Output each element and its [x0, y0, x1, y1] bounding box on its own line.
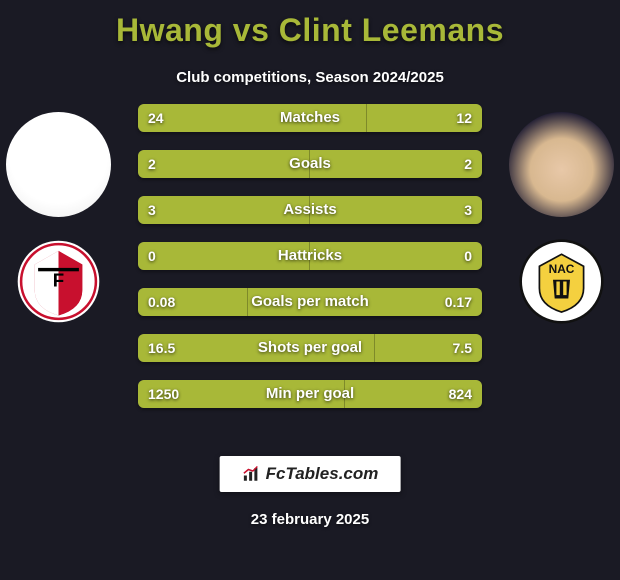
stat-label: Min per goal [138, 380, 482, 408]
svg-text:F: F [53, 270, 64, 291]
stat-label: Matches [138, 104, 482, 132]
stat-value-left: 3 [148, 196, 156, 224]
chart-icon [242, 465, 260, 483]
feyenoord-icon: F [16, 239, 101, 324]
stat-value-left: 1250 [148, 380, 179, 408]
stat-label: Goals [138, 150, 482, 178]
stat-row: Goals2 2 [138, 150, 482, 178]
stat-row: Matches24 12 [138, 104, 482, 132]
stat-value-right: 3 [464, 196, 472, 224]
stat-row: Hattricks0 0 [138, 242, 482, 270]
stat-value-left: 24 [148, 104, 164, 132]
stat-value-left: 0 [148, 242, 156, 270]
stat-value-left: 0.08 [148, 288, 175, 316]
stat-value-right: 2 [464, 150, 472, 178]
footer-date: 23 february 2025 [0, 511, 620, 528]
stat-value-right: 12 [456, 104, 472, 132]
stat-row: Goals per match0.08 0.17 [138, 288, 482, 316]
branding-badge[interactable]: FcTables.com [220, 456, 401, 492]
stat-label: Hattricks [138, 242, 482, 270]
stat-row: Min per goal1250 824 [138, 380, 482, 408]
svg-text:NAC: NAC [549, 262, 575, 276]
comparison-title: Hwang vs Clint Leemans [0, 0, 620, 49]
stat-row: Assists3 3 [138, 196, 482, 224]
player-photo-right [509, 112, 614, 217]
nac-icon: NAC [519, 239, 604, 324]
stat-value-right: 0 [464, 242, 472, 270]
stat-label: Goals per match [138, 288, 482, 316]
club-badge-left: F [16, 239, 101, 324]
club-badge-right: NAC [519, 239, 604, 324]
branding-text: FcTables.com [266, 464, 379, 484]
stat-row: Shots per goal16.5 7.5 [138, 334, 482, 362]
stat-label: Assists [138, 196, 482, 224]
comparison-subtitle: Club competitions, Season 2024/2025 [0, 69, 620, 86]
comparison-arena: F NAC Matches24 12 Goals2 2 Assists3 3 Hattric… [0, 104, 620, 484]
stat-value-right: 0.17 [445, 288, 472, 316]
player-photo-left [6, 112, 111, 217]
stat-value-left: 2 [148, 150, 156, 178]
stat-value-right: 824 [449, 380, 472, 408]
stat-value-left: 16.5 [148, 334, 175, 362]
stat-rows: Matches24 12 Goals2 2 Assists3 3 Hattricks0 0 Go… [138, 104, 482, 426]
stat-label: Shots per goal [138, 334, 482, 362]
stat-value-right: 7.5 [453, 334, 472, 362]
